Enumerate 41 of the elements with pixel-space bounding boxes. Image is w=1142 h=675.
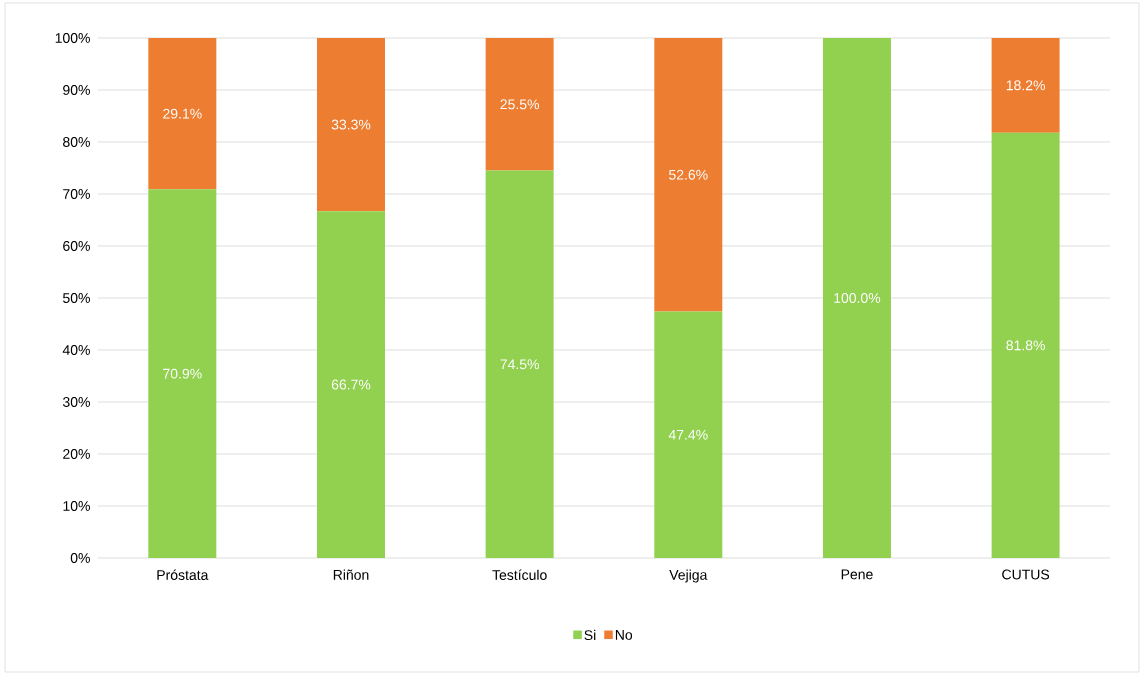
y-tick-label: 90% (63, 85, 90, 95)
bar (485, 37, 554, 171)
y-tick-label: 60% (63, 241, 90, 251)
data-label: 52.6% (669, 169, 708, 180)
y-tick-label: 40% (62, 345, 90, 355)
bar (822, 37, 891, 558)
data-label: 66.7% (331, 379, 371, 390)
bar (316, 211, 385, 558)
x-tick-label: Riñon (333, 569, 369, 580)
data-label: 29.1% (163, 108, 202, 119)
y-tick-label: 10% (63, 501, 90, 511)
x-tick-label: Pene (841, 569, 873, 580)
y-tick-label: 50% (63, 293, 90, 303)
y-tick-label: 70% (63, 189, 90, 199)
x-tick-label: Vejiga (669, 569, 708, 583)
y-tick-label: 30% (62, 397, 90, 407)
y-tick-label: 0% (70, 553, 90, 563)
data-label: 47.4% (668, 429, 708, 440)
y-tick-label: 20% (63, 449, 90, 459)
data-label: 18.2% (1006, 80, 1045, 91)
legend-label: Si (584, 629, 596, 641)
data-label: 33.3% (331, 119, 371, 130)
bar (991, 37, 1060, 133)
legend-label: No (615, 630, 633, 640)
bar (485, 170, 554, 558)
bar (654, 37, 723, 312)
x-tick-label: Testículo (492, 569, 547, 580)
data-label: 81.8% (1006, 340, 1045, 351)
x-tick-label: CUTUS (1002, 569, 1050, 580)
bar (148, 37, 217, 190)
data-label: 25.5% (500, 99, 539, 110)
data-label: 100.0% (834, 293, 881, 303)
y-tick-label: 100% (55, 33, 90, 43)
y-tick-label: 80% (63, 137, 90, 147)
x-tick-label: Próstata (157, 569, 209, 580)
bar (654, 311, 723, 558)
bar (148, 189, 217, 558)
bar (316, 37, 385, 212)
bar (991, 132, 1060, 558)
data-label: 70.9% (163, 368, 202, 379)
data-label: 74.5% (500, 359, 539, 370)
